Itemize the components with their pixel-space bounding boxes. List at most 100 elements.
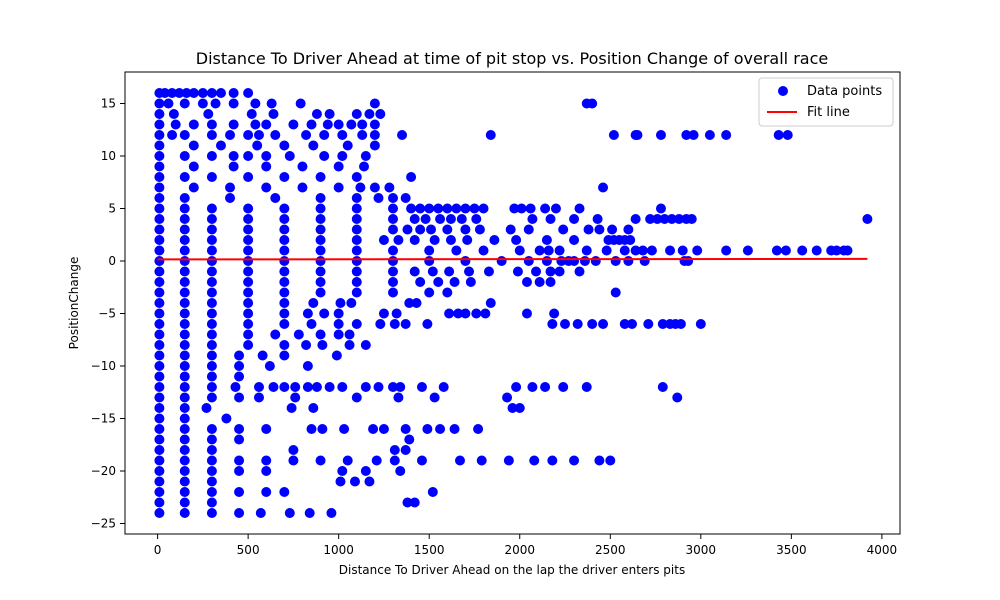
data-point	[444, 308, 455, 319]
data-point	[250, 98, 261, 109]
data-point	[179, 329, 190, 340]
data-point	[369, 182, 380, 193]
data-point	[179, 193, 190, 203]
data-point	[154, 455, 165, 466]
y-axis-label: PositionChange	[67, 257, 81, 350]
data-point	[206, 340, 217, 350]
data-point	[206, 487, 217, 497]
data-point	[387, 266, 398, 277]
data-point	[351, 266, 362, 277]
data-point	[319, 308, 330, 319]
data-point	[393, 392, 404, 403]
data-point	[206, 319, 217, 329]
data-point	[290, 392, 301, 403]
data-point	[581, 245, 592, 256]
data-point	[619, 245, 630, 256]
data-points-group	[154, 88, 873, 518]
data-point	[402, 497, 413, 508]
data-point	[257, 350, 268, 361]
data-point	[369, 119, 380, 130]
data-point	[243, 256, 254, 266]
data-point	[429, 235, 440, 245]
data-point	[384, 182, 395, 193]
data-point	[469, 203, 480, 214]
data-point	[545, 214, 556, 224]
data-point	[397, 130, 408, 140]
data-point	[695, 319, 706, 329]
data-point	[360, 340, 371, 350]
data-point	[351, 224, 362, 235]
data-point	[206, 235, 217, 245]
data-point	[253, 130, 264, 140]
data-point	[598, 319, 609, 329]
data-point	[333, 319, 344, 329]
data-point	[655, 203, 666, 214]
data-point	[474, 224, 485, 235]
y-tick-label: 5	[108, 202, 116, 216]
data-point	[378, 235, 389, 245]
data-point	[154, 445, 165, 455]
data-point	[206, 361, 217, 371]
data-point	[337, 151, 348, 161]
data-point	[206, 266, 217, 277]
data-point	[279, 224, 290, 235]
data-point	[279, 245, 290, 256]
data-point	[154, 487, 165, 497]
data-point	[545, 277, 556, 287]
x-tick-label: 0	[154, 543, 162, 557]
data-point	[279, 203, 290, 214]
x-tick-label: 2000	[504, 543, 535, 557]
data-point	[279, 266, 290, 277]
data-point	[337, 382, 348, 392]
data-point	[279, 256, 290, 266]
data-point	[154, 403, 165, 413]
data-point	[154, 329, 165, 340]
data-point	[286, 403, 297, 413]
data-point	[581, 382, 592, 392]
data-point	[415, 203, 426, 214]
legend: Data points Fit line	[758, 77, 894, 127]
data-point	[677, 245, 688, 256]
data-point	[315, 287, 326, 298]
legend-label-data-points: Data points	[807, 84, 882, 99]
data-point	[371, 455, 382, 466]
data-point	[261, 119, 272, 130]
data-point	[579, 256, 590, 266]
data-point	[154, 508, 165, 518]
data-point	[574, 203, 585, 214]
data-point	[179, 224, 190, 235]
data-point	[471, 308, 482, 319]
data-point	[534, 245, 545, 256]
data-point	[449, 277, 460, 287]
data-point	[400, 193, 411, 203]
data-point	[659, 214, 670, 224]
data-point	[250, 119, 261, 130]
x-tick-label: 3500	[776, 543, 807, 557]
data-point	[464, 266, 475, 277]
data-point	[243, 245, 254, 256]
data-point	[665, 245, 676, 256]
data-point	[315, 235, 326, 245]
data-point	[364, 109, 375, 119]
data-point	[811, 245, 822, 256]
data-point	[315, 224, 326, 235]
data-point	[438, 382, 449, 392]
data-point	[454, 455, 465, 466]
data-point	[279, 298, 290, 308]
data-point	[862, 214, 873, 224]
data-point	[154, 287, 165, 298]
data-point	[288, 455, 299, 466]
data-point	[625, 235, 636, 245]
data-point	[279, 319, 290, 329]
x-tick-label: 500	[237, 543, 260, 557]
data-point	[529, 455, 540, 466]
data-point	[290, 382, 301, 392]
data-point	[521, 277, 532, 287]
data-point	[344, 340, 355, 350]
data-point	[592, 214, 603, 224]
data-point	[632, 130, 643, 140]
data-point	[179, 424, 190, 434]
data-point	[359, 161, 370, 172]
data-point	[206, 287, 217, 298]
data-point	[315, 329, 326, 340]
